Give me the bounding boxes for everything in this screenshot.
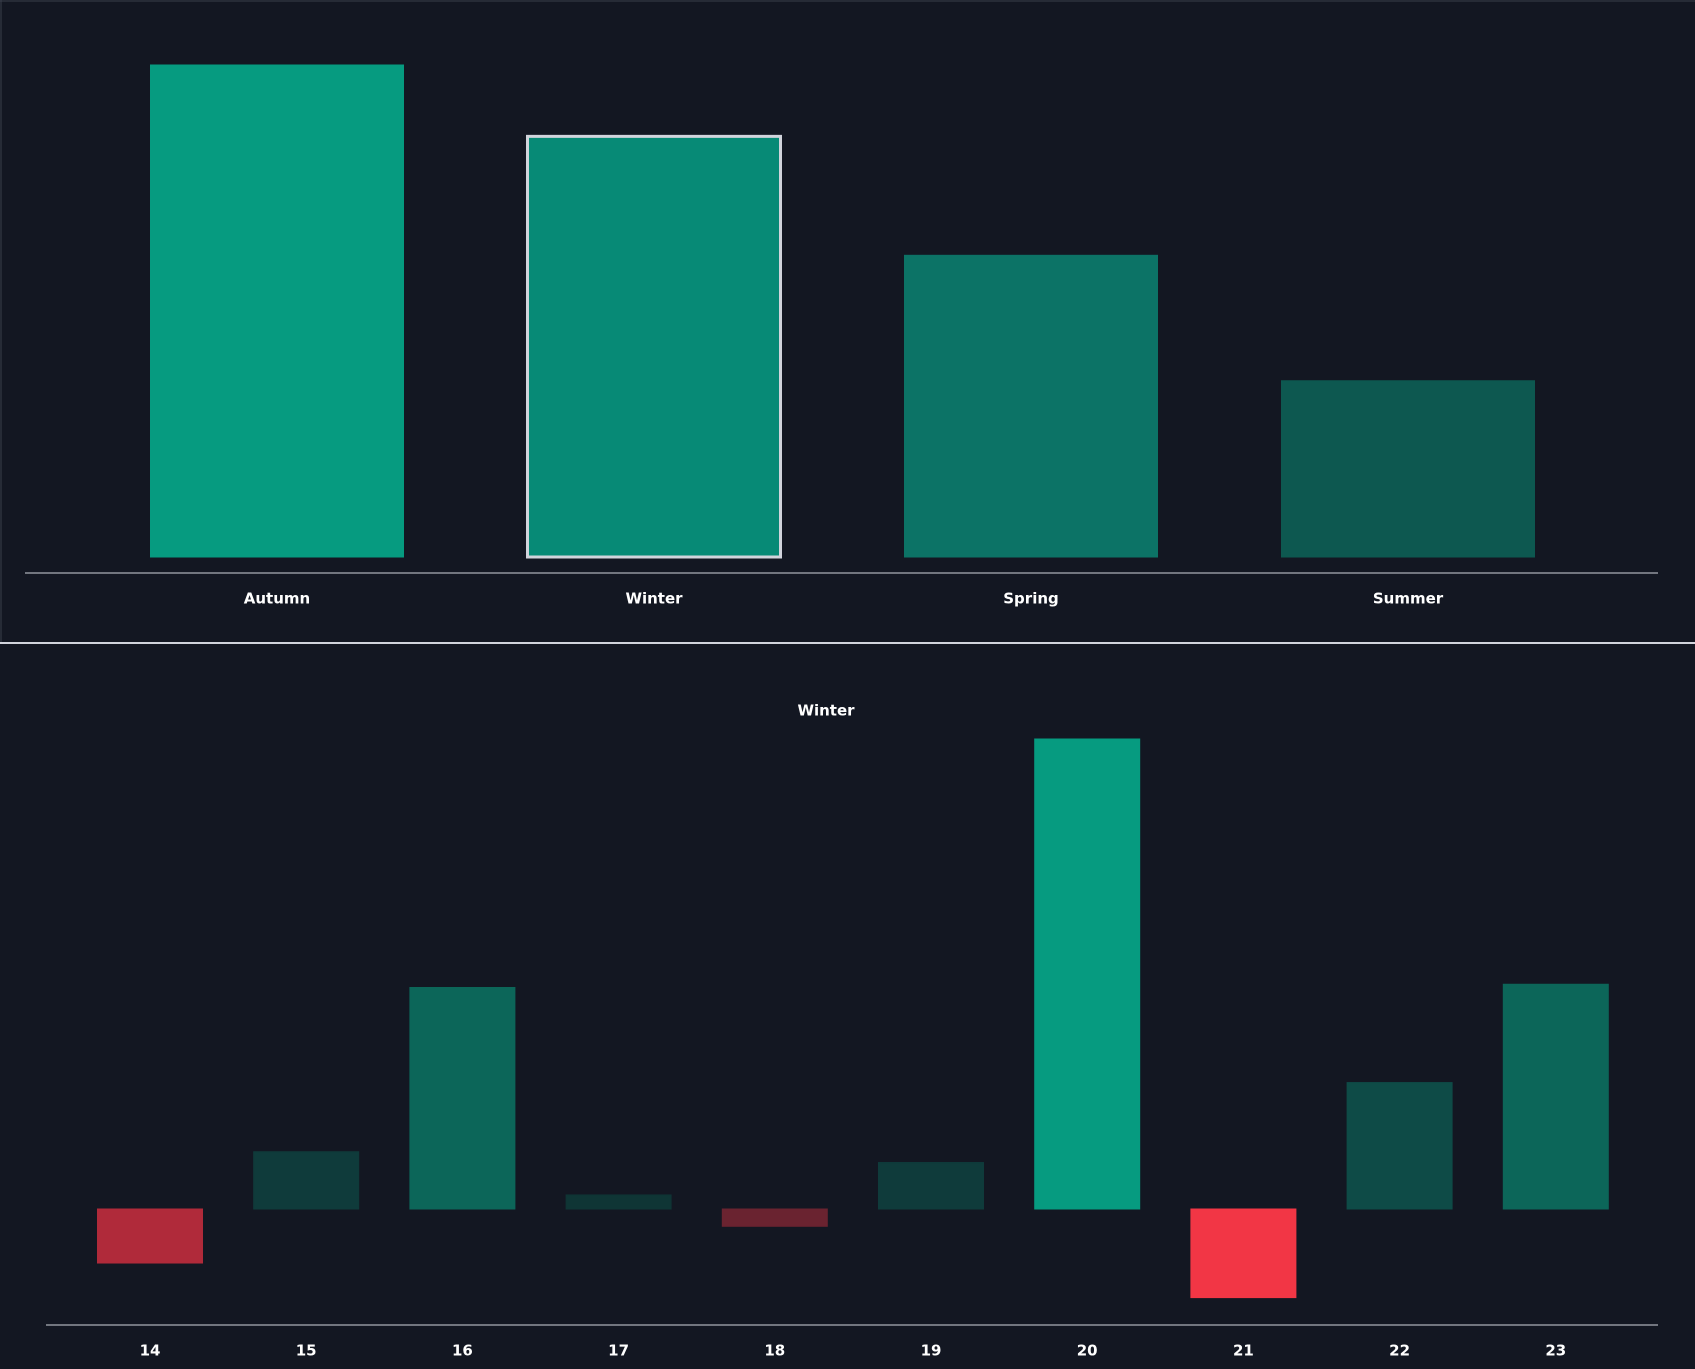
bar [409,987,516,1210]
x-tick-label: 21 [1233,1342,1254,1360]
x-tick-label: 22 [1389,1342,1410,1360]
x-tick-label: 16 [452,1342,473,1360]
bar [1281,380,1535,558]
x-tick-label: Winter [625,590,683,608]
bar [1190,1208,1297,1299]
bar [1034,738,1141,1210]
x-tick-label: Summer [1373,590,1444,608]
bar [904,254,1158,558]
x-tick-label: 14 [140,1342,161,1360]
chart-title: Winter [797,702,855,720]
bar [878,1162,984,1210]
x-tick-label: 23 [1545,1342,1566,1360]
bar [150,64,404,558]
bar [253,1151,360,1210]
x-tick-label: 18 [764,1342,785,1360]
x-tick-label: Autumn [244,590,310,608]
bar [721,1208,828,1227]
bar [565,1194,672,1210]
bar [526,134,782,559]
bar [1502,983,1609,1210]
bar [1346,1082,1453,1210]
x-tick-label: 20 [1077,1342,1098,1360]
x-tick-label: 15 [296,1342,317,1360]
x-tick-label: 17 [608,1342,629,1360]
bar [97,1208,203,1264]
x-tick-label: 19 [921,1342,942,1360]
x-tick-label: Spring [1003,590,1059,608]
